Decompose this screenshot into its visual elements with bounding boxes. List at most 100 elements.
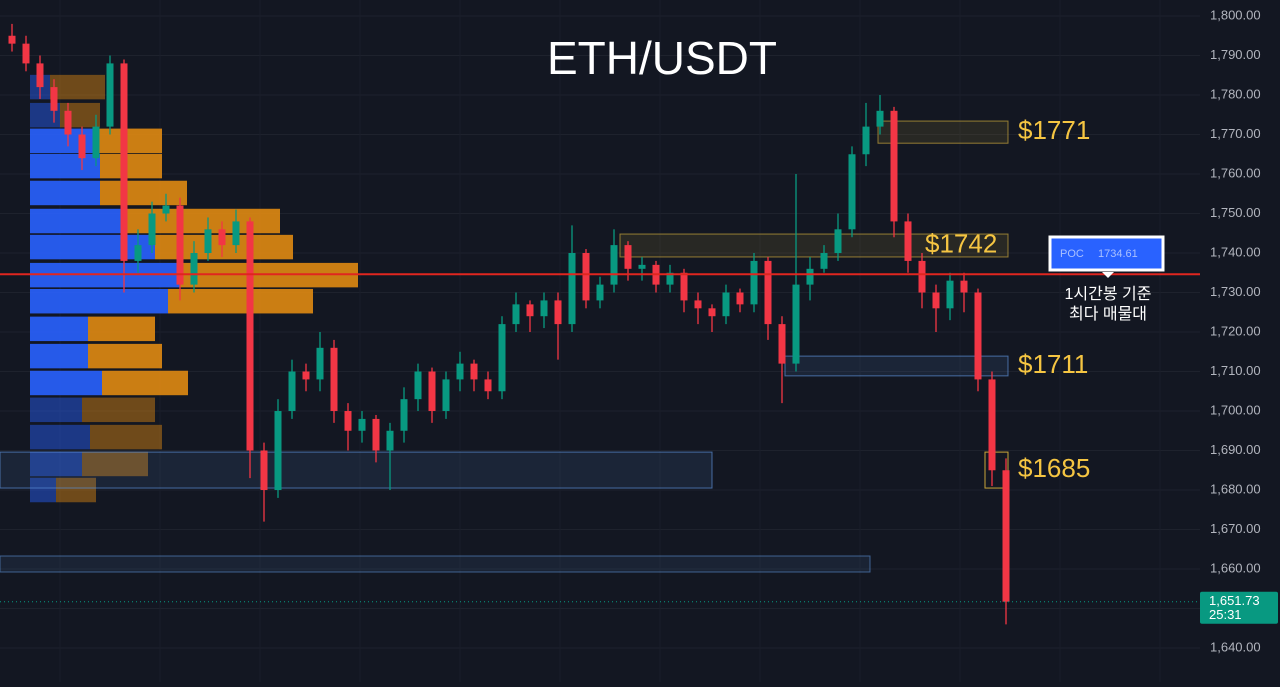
profile-sell bbox=[100, 180, 187, 206]
zone-marker bbox=[984, 451, 1009, 489]
candle-body bbox=[218, 229, 226, 246]
candle-body bbox=[568, 253, 576, 325]
zone bbox=[0, 451, 713, 489]
zone bbox=[877, 120, 1009, 144]
candle-body bbox=[512, 304, 520, 325]
poc-note: 최다 매물대 bbox=[1069, 305, 1147, 323]
candle-body bbox=[792, 284, 800, 364]
candle-body bbox=[148, 213, 156, 246]
y-tick-label: 1,660.00 bbox=[1210, 560, 1261, 575]
candle-body bbox=[22, 43, 30, 64]
zone-label: $1685 bbox=[1018, 453, 1090, 483]
y-tick-label: 1,730.00 bbox=[1210, 284, 1261, 299]
candle-body bbox=[484, 379, 492, 392]
profile-buy bbox=[30, 153, 100, 179]
profile-buy bbox=[30, 234, 155, 260]
candle-body bbox=[386, 430, 394, 451]
candle-body bbox=[862, 126, 870, 155]
candle-body bbox=[176, 205, 184, 285]
profile-buy bbox=[30, 424, 90, 450]
candle-body bbox=[876, 110, 884, 127]
candle-body bbox=[442, 379, 450, 412]
profile-sell bbox=[50, 74, 105, 100]
candle-body bbox=[890, 110, 898, 222]
candle-body bbox=[372, 418, 380, 451]
last-price-box bbox=[1200, 591, 1278, 624]
zone-extra bbox=[0, 555, 871, 573]
candle-body bbox=[498, 324, 506, 392]
candle-body bbox=[246, 221, 254, 451]
candle-body bbox=[120, 63, 128, 261]
profile-sell bbox=[88, 343, 162, 369]
candle-body bbox=[666, 272, 674, 285]
profile-buy bbox=[30, 370, 102, 396]
countdown: 25:31 bbox=[1209, 607, 1242, 622]
candle-body bbox=[204, 229, 212, 254]
candle-body bbox=[8, 35, 16, 44]
candle-body bbox=[344, 411, 352, 431]
zone-label: $1742 bbox=[925, 228, 997, 258]
candle-body bbox=[624, 245, 632, 269]
candle-body bbox=[806, 268, 814, 285]
poc-box bbox=[1048, 235, 1165, 272]
profile-sell bbox=[95, 128, 162, 154]
profile-buy bbox=[30, 208, 125, 234]
profile-sell bbox=[100, 153, 162, 179]
profile-buy bbox=[30, 316, 88, 342]
candle-body bbox=[540, 300, 548, 317]
candle-body bbox=[848, 154, 856, 230]
candle-body bbox=[162, 205, 170, 214]
candle-body bbox=[694, 300, 702, 309]
candle-body bbox=[834, 229, 842, 254]
poc-arrow bbox=[1102, 272, 1114, 278]
profile-sell bbox=[125, 208, 280, 234]
profile-sell bbox=[82, 451, 148, 477]
candle-body bbox=[554, 300, 562, 325]
y-tick-label: 1,720.00 bbox=[1210, 323, 1261, 338]
poc-label: POC bbox=[1060, 248, 1084, 260]
candle-body bbox=[330, 347, 338, 412]
y-tick-label: 1,770.00 bbox=[1210, 126, 1261, 141]
candle-body bbox=[610, 245, 618, 285]
profile-sell bbox=[56, 477, 96, 503]
candle-body bbox=[988, 379, 996, 471]
candle-body bbox=[36, 63, 44, 88]
y-tick-label: 1,690.00 bbox=[1210, 442, 1261, 457]
profile-buy bbox=[30, 451, 82, 477]
candle-body bbox=[1002, 470, 1010, 602]
candle-body bbox=[974, 292, 982, 380]
y-tick-label: 1,700.00 bbox=[1210, 402, 1261, 417]
profile-sell bbox=[88, 316, 155, 342]
candle-body bbox=[526, 304, 534, 317]
candle-body bbox=[274, 411, 282, 491]
chart-title: ETH/USDT bbox=[547, 32, 777, 84]
candle-body bbox=[64, 110, 72, 135]
candle-body bbox=[708, 308, 716, 317]
last-price-label: 1,651.73 bbox=[1209, 593, 1260, 608]
candle-body bbox=[400, 399, 408, 431]
candle-body bbox=[918, 260, 926, 293]
y-tick-label: 1,750.00 bbox=[1210, 205, 1261, 220]
candle-body bbox=[190, 253, 198, 285]
candle-body bbox=[582, 253, 590, 301]
profile-sell bbox=[168, 288, 313, 314]
profile-sell bbox=[102, 370, 188, 396]
candle-body bbox=[596, 284, 604, 301]
candle-body bbox=[288, 371, 296, 412]
candle-body bbox=[414, 371, 422, 400]
candle-body bbox=[736, 292, 744, 305]
candle-body bbox=[134, 245, 142, 261]
profile-sell bbox=[82, 397, 155, 423]
candle-body bbox=[456, 363, 464, 380]
candle-body bbox=[302, 371, 310, 380]
zone bbox=[784, 355, 1009, 377]
candle-body bbox=[470, 363, 478, 380]
candle-body bbox=[50, 87, 58, 111]
y-tick-label: 1,740.00 bbox=[1210, 244, 1261, 259]
candle-body bbox=[78, 134, 86, 159]
candle-body bbox=[722, 292, 730, 317]
y-tick-label: 1,800.00 bbox=[1210, 7, 1261, 22]
candle-body bbox=[428, 371, 436, 412]
